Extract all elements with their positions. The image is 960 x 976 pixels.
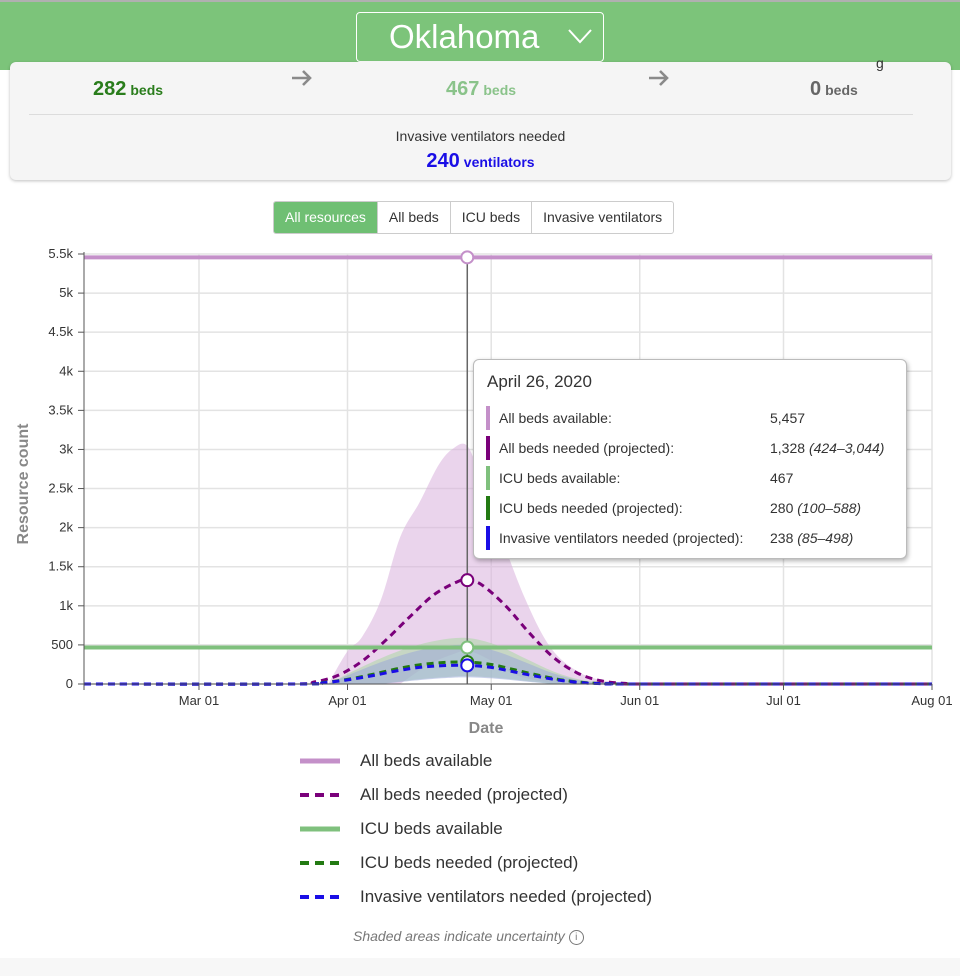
legend-label: All beds available [360,751,493,770]
tooltip-number: 280 [770,500,794,516]
footnote-text: Shaded areas indicate uncertainty [353,928,565,944]
tooltip-label: All beds available: [499,410,612,426]
y-tick-label: 5.5k [48,246,73,261]
y-tick-label: 2k [59,520,73,535]
tooltip-title: April 26, 2020 [487,372,592,391]
tooltip-number: 467 [770,470,794,486]
stat-unit: beds [825,82,858,98]
x-tick-label: Mar 01 [179,693,219,708]
tooltip-number: 238 [770,530,794,546]
header-bar: Oklahoma [0,0,960,70]
x-tick-label: Aug 01 [911,693,952,708]
tooltip-row: All beds available: 5,457 [486,406,906,430]
legend-label: ICU beds needed (projected) [360,853,579,872]
chart-tooltip: April 26, 2020 All beds available: 5,457… [473,359,907,559]
tooltip-number: 5,457 [770,410,806,426]
legend-label: Invasive ventilators needed (projected) [360,887,652,906]
ventilators-unit: ventilators [463,154,535,170]
summary-card: 282 beds 467 beds 0 beds g Invasive ventila… [10,55,951,180]
legend-swatch [300,793,340,797]
legend-swatch [300,758,340,764]
stat-icu-available: 467 beds [446,78,516,101]
x-tick-label: Jun 01 [620,693,659,708]
cursor-marker [460,250,475,265]
tab-all-beds[interactable]: All beds [376,202,450,233]
tooltip-label: ICU beds needed (projected): [499,500,683,516]
tooltip-swatch [486,406,490,430]
stat-unit: beds [483,82,517,98]
y-tick-label: 4.5k [48,324,73,339]
legend-swatch [300,895,340,899]
cursor-markers [460,250,475,673]
y-tick-label: 4k [59,363,73,378]
stat-beds-needed: 282 beds [93,78,163,101]
tooltip-range: (85–498) [797,530,854,546]
resource-tabs: All resources All beds ICU beds Invasive… [273,201,675,234]
tooltip-number: 1,328 [770,440,806,456]
resource-chart[interactable]: 0 500 1k 1.5k 2k 2.5k 3k 3.5k 4k 4.5k 5k 5.5k Mar 01… [0,236,960,741]
tooltip-value: 467 [770,470,793,486]
tooltip-row: Invasive ventilators needed (projected):… [486,526,906,550]
y-axis-title: Resource count [15,423,32,545]
legend-swatch [300,861,340,865]
uncertainty-footnote: Shaded areas indicate uncertainty i [353,928,584,945]
tab-all-resources[interactable]: All resources [274,202,377,233]
tooltip-value: 238 (85–498) [770,530,853,546]
y-tick-label: 5k [59,285,73,300]
axes: 0 500 1k 1.5k 2k 2.5k 3k 3.5k 4k 4.5k 5k 5.5k Mar 01… [48,246,952,708]
y-tick-label: 1.5k [48,559,73,574]
legend-swatch [300,826,340,832]
tooltip-label: All beds needed (projected): [499,440,675,456]
tooltip-row: ICU beds needed (projected): 280 (100–58… [486,496,906,520]
divider [29,114,913,115]
y-tick-label: 0 [66,676,73,691]
ventilators-count: 240 [426,150,460,172]
state-dropdown[interactable]: Oklahoma [356,12,604,62]
tooltip-label: ICU beds available: [499,470,621,486]
y-tick-label: 3k [59,441,73,456]
tooltip-value: 5,457 [770,410,805,426]
tooltip-value: 280 (100–588) [770,500,861,516]
x-tick-label: May 01 [470,693,513,708]
tooltip-value: 1,328 (424–3,044) [770,440,884,456]
tooltip-row: ICU beds available: 467 [486,466,906,490]
stat-shortage: 0 beds [810,78,858,101]
tooltip-label: Invasive ventilators needed (projected): [499,530,744,546]
tooltip-range: (424–3,044) [808,440,885,456]
cursor-marker [460,658,475,673]
ventilators-value: 240 ventilators [10,150,951,173]
x-tick-label: Apr 01 [328,693,366,708]
tooltip-range: (100–588) [797,500,862,516]
tooltip-swatch [486,496,490,520]
arrow-right-icon [292,70,312,86]
ventilators-label: Invasive ventilators needed [395,128,566,144]
x-tick-label: Jul 01 [766,693,801,708]
legend-label: All beds needed (projected) [360,785,568,804]
info-icon[interactable]: i [568,930,584,945]
tooltip-swatch [486,436,490,460]
tab-icu-beds[interactable]: ICU beds [449,202,531,233]
state-name: Oklahoma [389,18,540,55]
stat-value: 467 [446,78,480,100]
cursor-marker [460,573,475,588]
y-tick-label: 1k [59,598,73,613]
tooltip-row: All beds needed (projected): 1,328 (424–… [486,436,906,460]
tooltip-swatch [486,466,490,490]
stat-value: 0 [810,78,822,100]
y-tick-label: 2.5k [48,481,73,496]
uncertainty-band [328,443,650,684]
tooltip-swatch [486,526,490,550]
y-tick-label: 3.5k [48,402,73,417]
tab-invasive-ventilators[interactable]: Invasive ventilators [531,202,673,233]
stat-unit: beds [130,82,164,98]
stat-value: 282 [93,78,127,100]
y-tick-label: 500 [51,637,73,652]
legend-label: ICU beds available [360,819,503,838]
x-axis-title: Date [469,720,504,737]
cursor-marker [460,640,475,655]
chevron-down-icon [568,29,592,44]
arrow-right-icon [649,70,669,86]
partial-label: g [876,55,884,71]
